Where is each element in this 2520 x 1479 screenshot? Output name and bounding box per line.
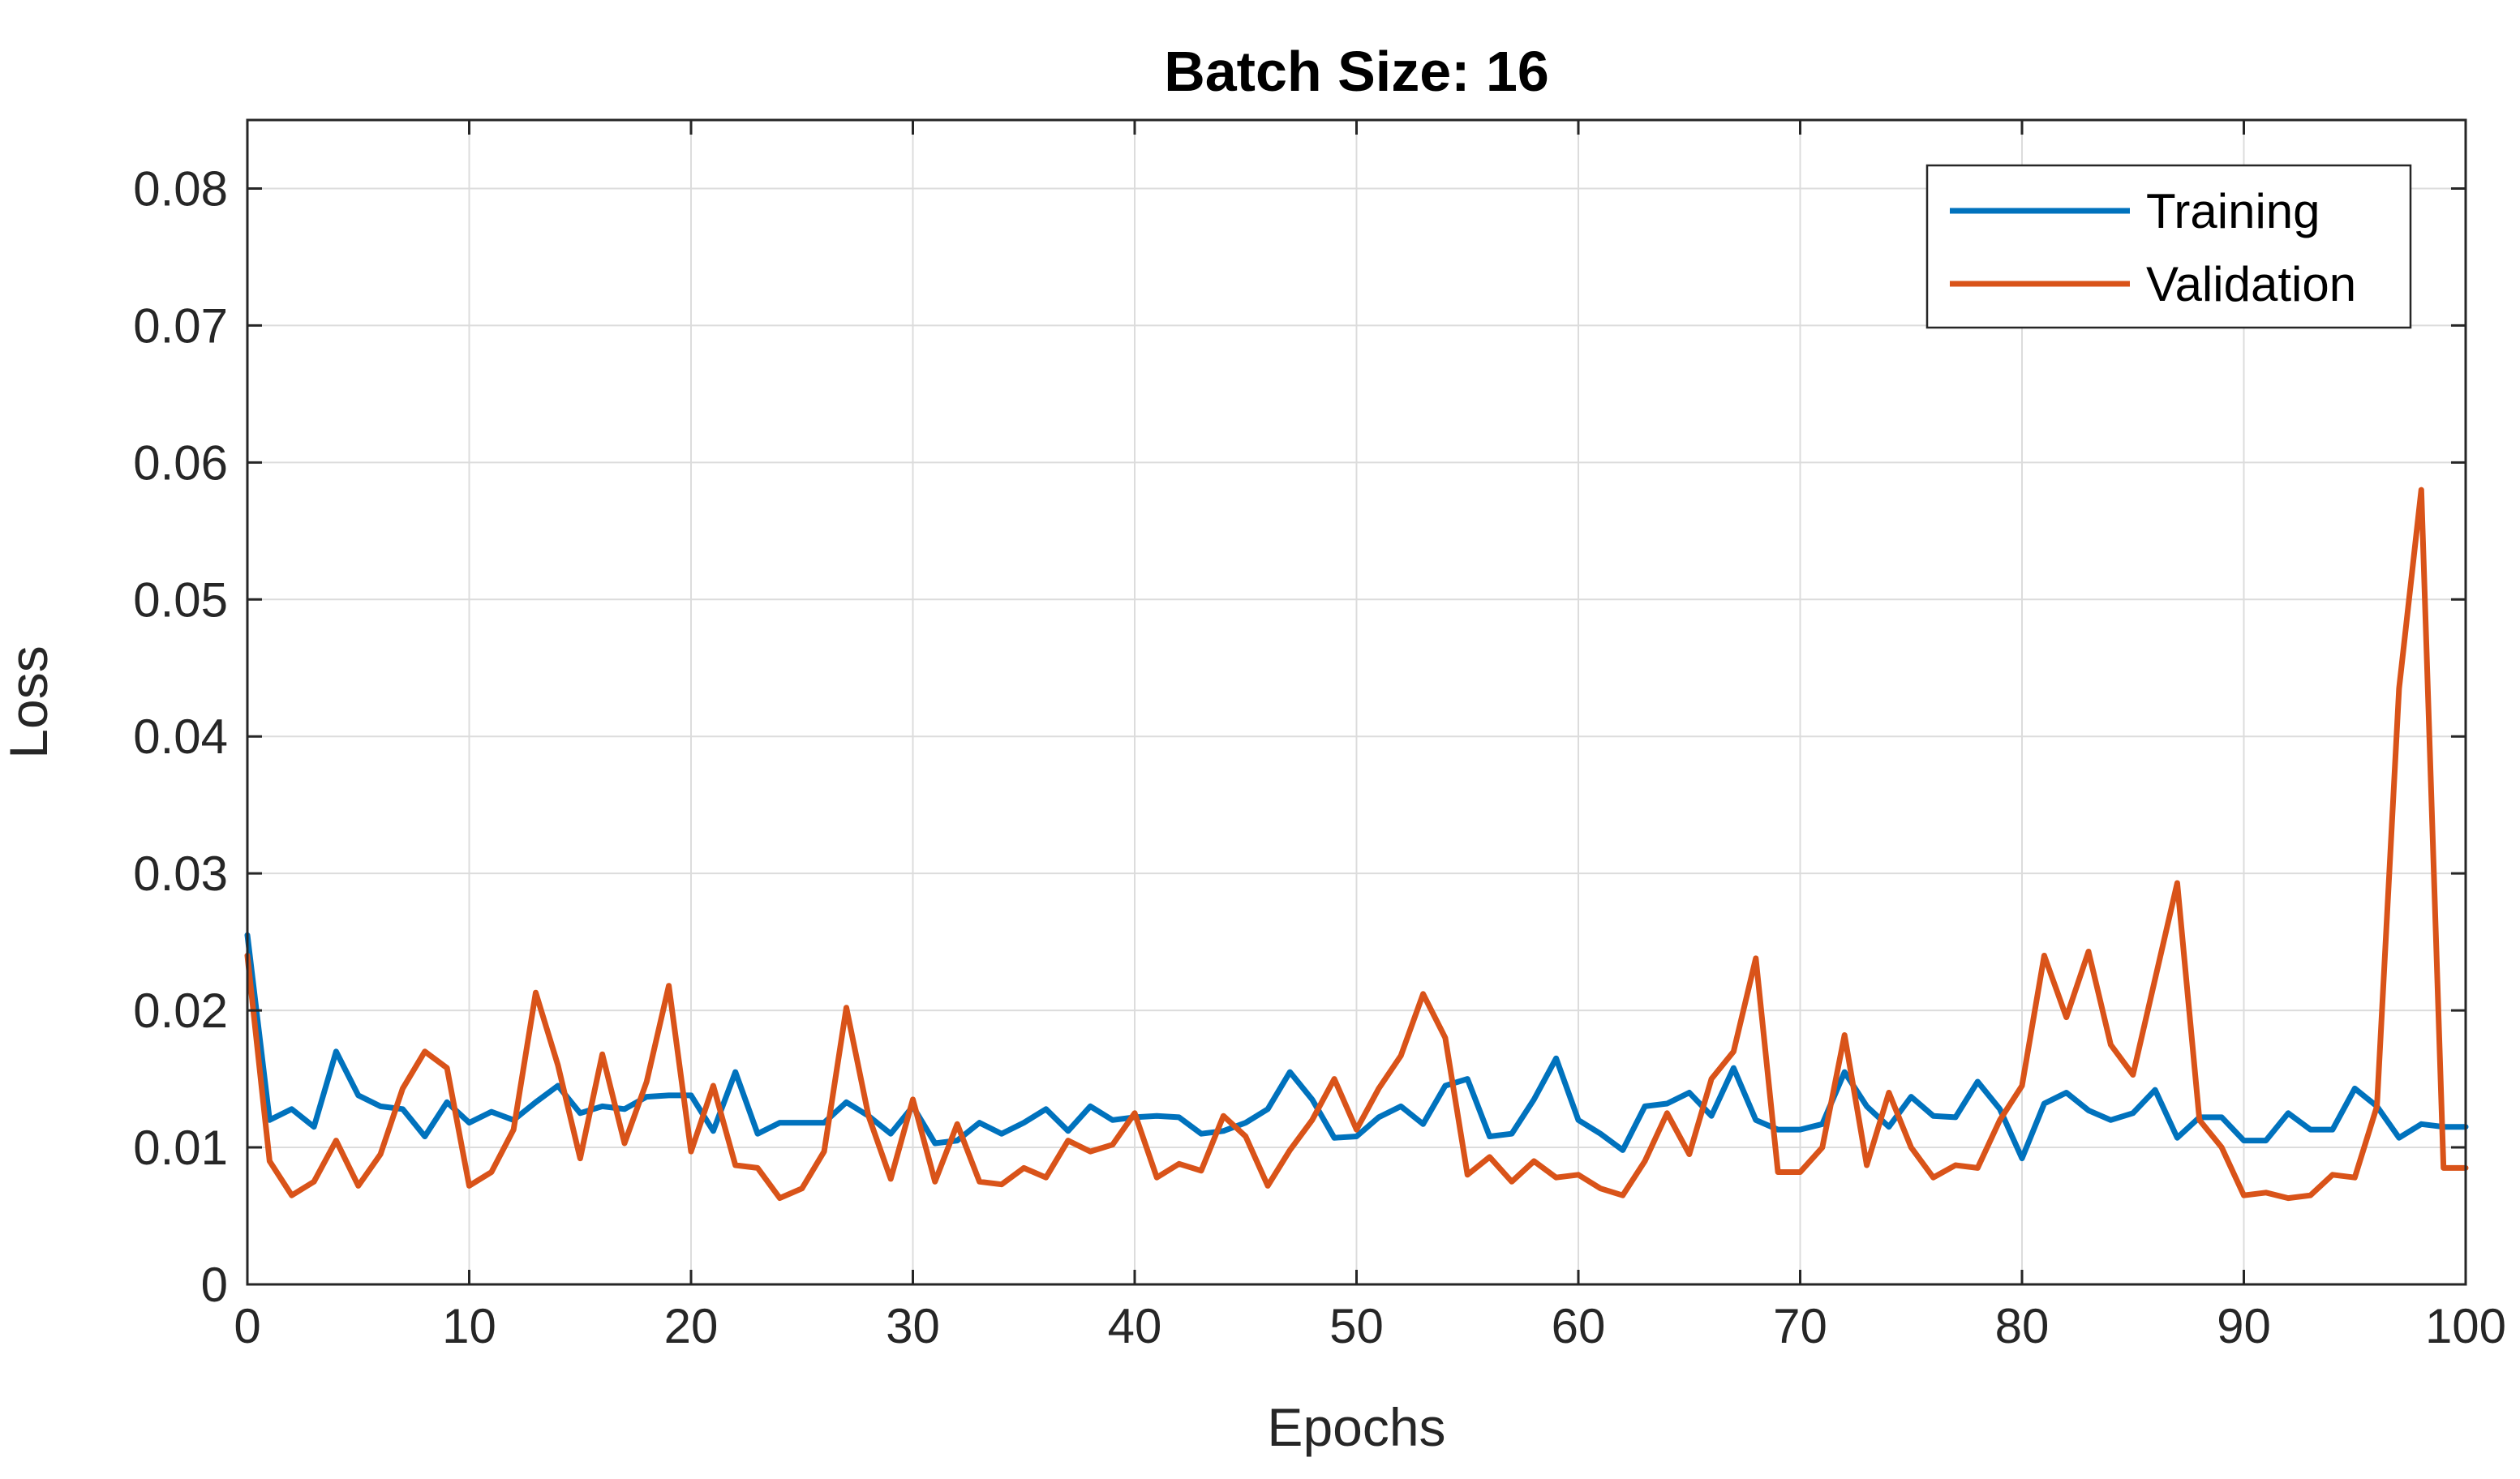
series-line-validation	[244, 487, 2469, 1202]
x-tick-label: 20	[664, 1299, 719, 1353]
x-axis-label: Epochs	[1267, 1397, 1445, 1457]
y-tick-label: 0.05	[133, 572, 228, 627]
y-tick-label: 0.04	[133, 709, 228, 764]
y-tick-label: 0.06	[133, 435, 228, 490]
x-tick-label: 30	[886, 1299, 940, 1353]
x-tick-label: 0	[234, 1299, 260, 1353]
y-axis-label: Loss	[0, 645, 58, 758]
legend-label-validation: Validation	[2146, 257, 2356, 311]
x-tick-label: 50	[1329, 1299, 1384, 1353]
y-tick-label: 0.01	[133, 1121, 228, 1175]
x-tick-label: 70	[1773, 1299, 1827, 1353]
legend-label-training: Training	[2146, 184, 2320, 238]
legend-box	[1925, 164, 2412, 329]
y-tick-label: 0.07	[133, 298, 228, 353]
y-tick-label: 0.08	[133, 161, 228, 216]
y-tick-label: 0	[201, 1258, 228, 1312]
x-tick-label: 10	[442, 1299, 496, 1353]
series-lines	[244, 487, 2469, 1202]
y-tick-label: 0.03	[133, 847, 228, 901]
x-tick-label: 40	[1108, 1299, 1162, 1353]
x-tick-label: 100	[2425, 1299, 2506, 1353]
x-tick-label: 90	[2217, 1299, 2271, 1353]
y-tick-label: 0.02	[133, 984, 228, 1038]
x-tick-label: 60	[1552, 1299, 1606, 1353]
chart-title: Batch Size: 16	[1164, 40, 1549, 103]
x-tick-label: 80	[1995, 1299, 2050, 1353]
legend: Training Validation	[1925, 164, 2412, 329]
axis-ticks: 0 10 20 30 40 50 60 70 80 90 100 0 0.01 0.02 0.03 0.04 0…	[133, 120, 2506, 1353]
